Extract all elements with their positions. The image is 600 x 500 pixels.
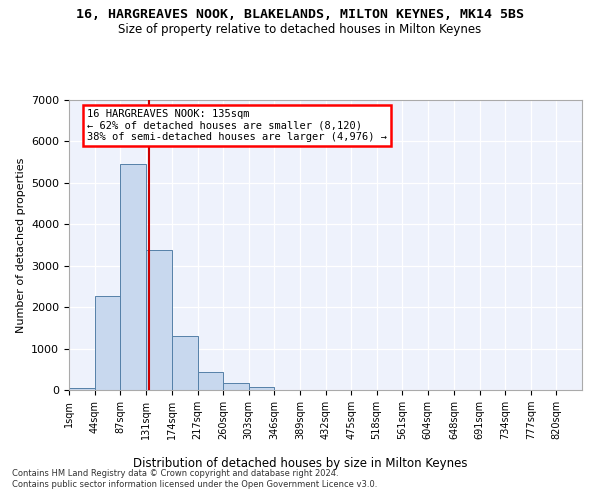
Y-axis label: Number of detached properties: Number of detached properties <box>16 158 26 332</box>
Bar <box>95 296 120 390</box>
Text: 16, HARGREAVES NOOK, BLAKELANDS, MILTON KEYNES, MK14 5BS: 16, HARGREAVES NOOK, BLAKELANDS, MILTON … <box>76 8 524 20</box>
Text: 16 HARGREAVES NOOK: 135sqm
← 62% of detached houses are smaller (8,120)
38% of s: 16 HARGREAVES NOOK: 135sqm ← 62% of deta… <box>87 108 387 142</box>
Bar <box>249 387 274 390</box>
Bar <box>172 336 197 390</box>
Text: Contains public sector information licensed under the Open Government Licence v3: Contains public sector information licen… <box>12 480 377 489</box>
Bar <box>223 384 249 390</box>
Text: Contains HM Land Registry data © Crown copyright and database right 2024.: Contains HM Land Registry data © Crown c… <box>12 468 338 477</box>
Text: Size of property relative to detached houses in Milton Keynes: Size of property relative to detached ho… <box>118 22 482 36</box>
Bar <box>146 250 172 390</box>
Text: Distribution of detached houses by size in Milton Keynes: Distribution of detached houses by size … <box>133 458 467 470</box>
Bar <box>197 372 223 390</box>
Bar <box>69 388 95 390</box>
Bar <box>120 164 146 390</box>
